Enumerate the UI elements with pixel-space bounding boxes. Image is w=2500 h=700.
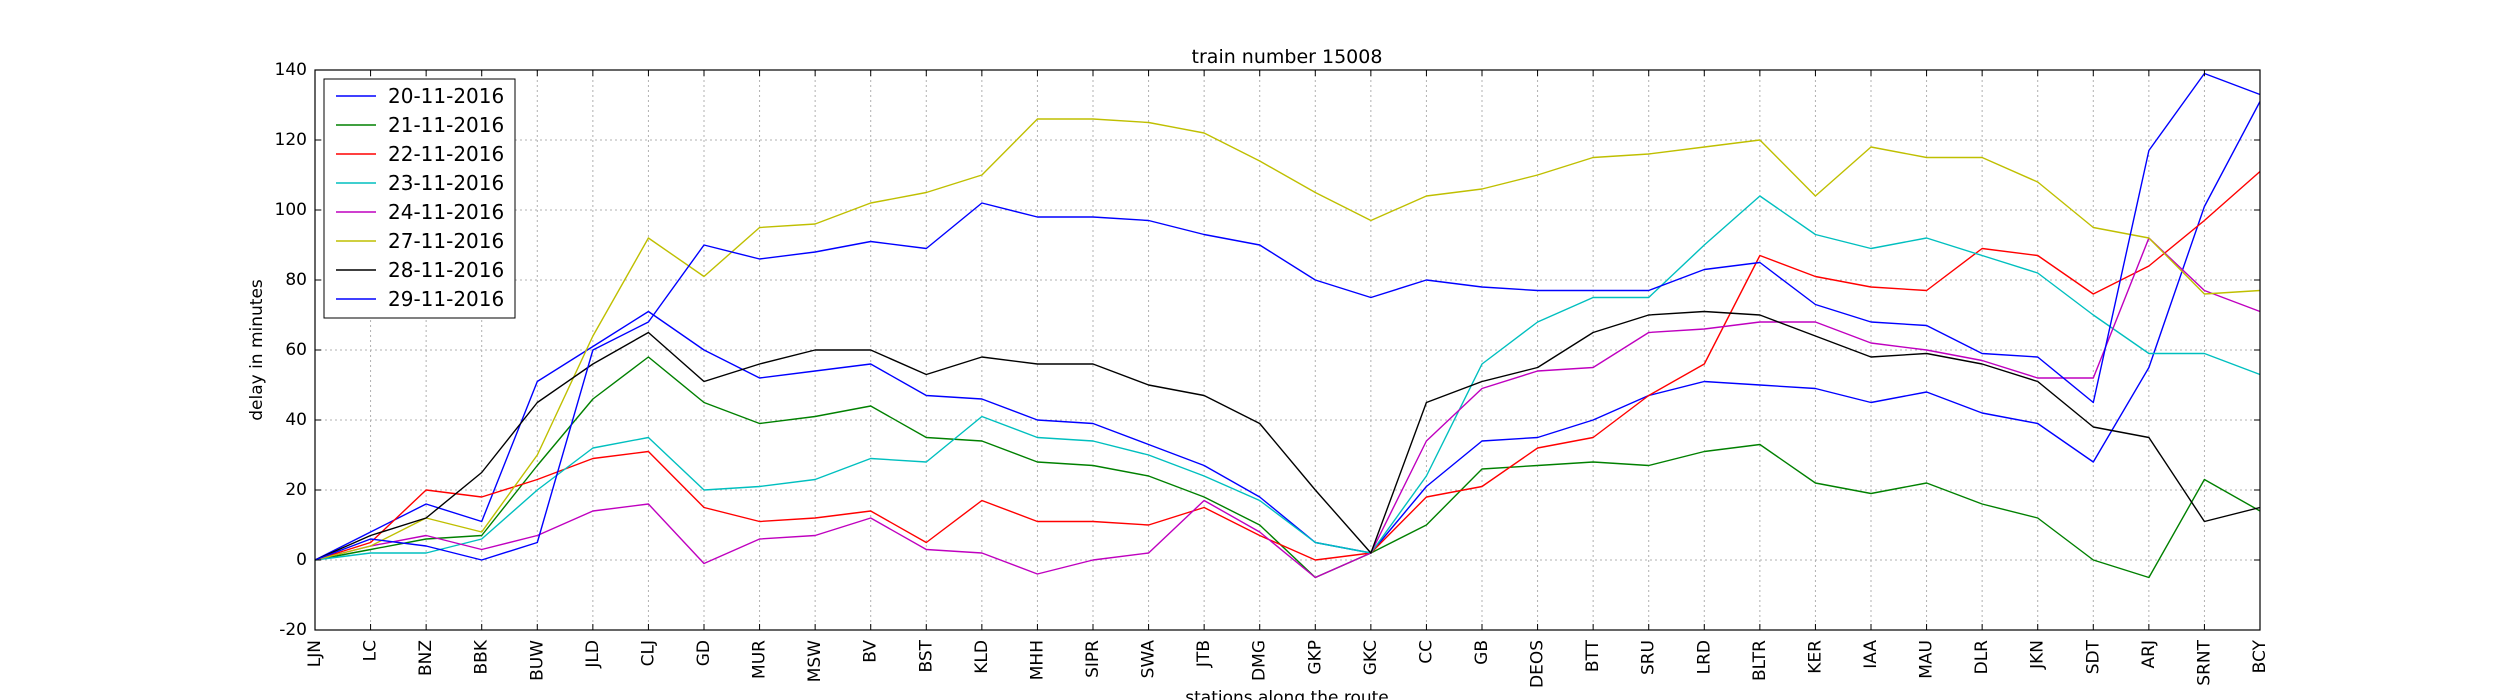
legend-box bbox=[323, 78, 516, 319]
x-tick-label: LC bbox=[361, 640, 381, 661]
x-tick-label: SWA bbox=[1139, 640, 1159, 679]
x-tick-label: JLD bbox=[583, 640, 603, 669]
y-tick-label: 0 bbox=[296, 550, 307, 570]
y-tick-label: 80 bbox=[285, 270, 307, 290]
x-axis-label: stations along the route bbox=[1185, 688, 1389, 700]
x-tick-label: CLJ bbox=[638, 640, 658, 666]
x-tick-label: BTT bbox=[1583, 639, 1603, 672]
axis-ticks bbox=[314, 69, 2261, 631]
y-tick-label: 60 bbox=[285, 340, 307, 360]
x-tick-label: BNZ bbox=[416, 640, 436, 676]
legend-label: 28-11-2016 bbox=[388, 258, 504, 282]
y-tick-labels: -20 0 20 40 60 80 100 120 140 bbox=[275, 60, 307, 640]
x-tick-label: MSW bbox=[805, 640, 825, 682]
x-tick-label: KER bbox=[1805, 640, 1825, 674]
x-tick-label: GD bbox=[694, 640, 714, 666]
x-tick-label: GKP bbox=[1305, 640, 1325, 675]
series-line-24-11-2016 bbox=[314, 237, 2261, 579]
x-tick-label: BLTR bbox=[1750, 640, 1770, 681]
legend-label: 23-11-2016 bbox=[388, 171, 504, 195]
x-tick-label: JKN bbox=[2028, 640, 2048, 670]
x-tick-label: BBK bbox=[472, 639, 492, 674]
x-tick-label: DLR bbox=[1972, 640, 1992, 675]
x-tick-label: KLD bbox=[972, 640, 992, 674]
legend-label: 27-11-2016 bbox=[388, 229, 504, 253]
x-tick-label: LRD bbox=[1694, 640, 1714, 674]
x-tick-label: GB bbox=[1472, 640, 1492, 665]
x-tick-label: MAU bbox=[1917, 640, 1937, 679]
legend: 20-11-2016 21-11-2016 22-11-2016 23-11-2016… bbox=[323, 78, 516, 319]
series-line-29-11-2016 bbox=[314, 72, 2261, 561]
y-axis-label: delay in minutes bbox=[247, 279, 267, 421]
x-tick-label: BUW bbox=[527, 640, 547, 681]
x-tick-label: LJN bbox=[305, 640, 325, 667]
legend-label: 21-11-2016 bbox=[388, 113, 504, 137]
x-tick-label: DEOS bbox=[1528, 640, 1548, 688]
x-tick-label: GKC bbox=[1361, 640, 1381, 675]
x-tick-label: ARJ bbox=[2139, 640, 2159, 668]
series-line-28-11-2016 bbox=[314, 310, 2261, 561]
chart-title: train number 15008 bbox=[1192, 46, 1383, 68]
legend-label: 22-11-2016 bbox=[388, 142, 504, 166]
x-tick-label: BCY bbox=[2250, 639, 2270, 673]
y-tick-label: 140 bbox=[275, 60, 307, 80]
x-tick-label: SRNT bbox=[2194, 639, 2214, 685]
legend-label: 29-11-2016 bbox=[388, 287, 504, 311]
y-tick-label: 40 bbox=[285, 410, 307, 430]
grid-lines bbox=[314, 69, 2261, 631]
y-tick-label: 100 bbox=[275, 200, 307, 220]
legend-label: 24-11-2016 bbox=[388, 200, 504, 224]
series-line-23-11-2016 bbox=[314, 195, 2261, 561]
x-tick-label: JTB bbox=[1194, 640, 1214, 668]
x-tick-label: DMG bbox=[1250, 640, 1270, 681]
x-tick-label: IAA bbox=[1861, 640, 1881, 669]
x-tick-label: MHH bbox=[1027, 640, 1047, 680]
x-tick-label: SDT bbox=[2083, 639, 2103, 674]
series-line-22-11-2016 bbox=[314, 170, 2261, 561]
x-tick-label: BST bbox=[916, 639, 936, 672]
series-line-27-11-2016 bbox=[314, 118, 2261, 561]
x-tick-label: MUR bbox=[750, 640, 770, 679]
series-lines bbox=[314, 72, 2261, 579]
x-tick-labels: LJN LC BNZ BBK BUW JLD CLJ GD MUR MSW BV BST KLD MHH S… bbox=[305, 639, 2270, 688]
series-line-21-11-2016 bbox=[314, 356, 2261, 579]
legend-label: 20-11-2016 bbox=[388, 84, 504, 108]
x-tick-label: SIPR bbox=[1083, 640, 1103, 678]
x-tick-label: CC bbox=[1416, 640, 1436, 664]
series-line-20-11-2016 bbox=[314, 101, 2261, 561]
y-tick-label: 120 bbox=[275, 130, 307, 150]
y-tick-label: -20 bbox=[279, 620, 307, 640]
x-tick-label: BV bbox=[861, 640, 881, 663]
x-tick-label: SRU bbox=[1639, 640, 1659, 675]
y-tick-label: 20 bbox=[285, 480, 307, 500]
